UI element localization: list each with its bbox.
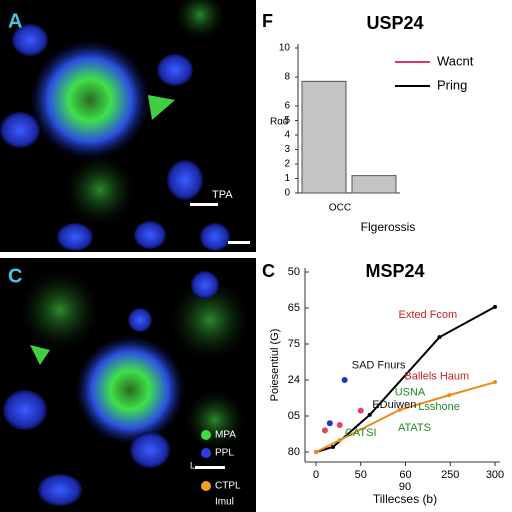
annotation: SAD Fnurs: [352, 360, 406, 372]
annotation: USNA: [395, 387, 426, 399]
x-tick-label: OCC: [329, 203, 351, 214]
legend-label: PPL: [215, 448, 234, 459]
x-extra-label: 90: [399, 481, 411, 493]
vertex: [337, 438, 342, 443]
y-tick-label: 80: [288, 446, 300, 458]
panel-label: F: [262, 11, 273, 31]
bar: [301, 80, 347, 194]
y-tick-label: 75: [288, 338, 300, 350]
chart-title: MSP24: [365, 261, 424, 281]
y-tick-label: 3: [284, 144, 290, 155]
annotation: EDuiwen: [372, 399, 416, 411]
vertex: [493, 380, 497, 385]
point: [326, 420, 333, 427]
annotation: Ballels Haum: [404, 370, 469, 382]
x-tick-label: 60: [399, 469, 411, 481]
vertex: [437, 335, 442, 340]
x-axis-label: Flgerossis: [361, 220, 416, 234]
x-tick-label: 0: [313, 469, 319, 481]
y-tick-label: 2: [284, 159, 290, 170]
vertex: [367, 412, 372, 417]
legend-dot: [201, 481, 211, 491]
scale-text: L: [190, 460, 195, 470]
legend-label: MPA: [215, 430, 236, 441]
y-tick-label: 24: [288, 374, 300, 386]
y-axis-label: Rɑd: [270, 117, 288, 128]
y-tick-label: 50: [288, 266, 300, 278]
vertex: [331, 444, 336, 449]
y-tick-label: 5: [284, 115, 290, 126]
vertex: [447, 393, 452, 398]
annotation: CATSI: [345, 427, 377, 439]
panel-label: C: [8, 265, 22, 287]
units: Imul: [215, 497, 234, 508]
point: [336, 422, 343, 428]
legend-label: Wacnt: [437, 53, 474, 68]
point: [357, 407, 364, 414]
annotation: ATATS: [398, 422, 431, 434]
point: [341, 377, 348, 383]
bar: [351, 175, 397, 194]
legend-label: Pring: [437, 77, 467, 92]
scale-text: TPA: [212, 189, 233, 201]
vertex: [314, 450, 318, 454]
panel-label: C: [262, 261, 275, 281]
vertex: [397, 407, 402, 412]
x-tick-label: 300: [486, 469, 504, 481]
x-axis-label: Tillecses (b): [373, 492, 437, 506]
chart-title: USP24: [366, 13, 423, 33]
charts: F USP24 Rɑd 0 1 2 3 4 5 6 8 10 OCC Flgerossis Wacnt Pri…: [262, 11, 504, 506]
x-tick-label: 50: [355, 469, 367, 481]
y-axis-label: Poiesentiul (G): [269, 329, 281, 402]
legend-dot: [201, 448, 211, 458]
y-tick-label: 1: [284, 173, 290, 184]
micrograph-a: A TPA: [0, 0, 256, 252]
y-tick-label: 65: [288, 302, 300, 314]
annotation: Lsshone: [418, 401, 460, 413]
y-tick-label: 0: [284, 188, 290, 199]
y-tick-label: 10: [279, 43, 291, 54]
x-tick-label: 250: [441, 469, 459, 481]
point: [321, 427, 328, 434]
legend-label: CTPL: [215, 481, 241, 492]
y-tick-label: 05: [288, 410, 300, 422]
y-tick-label: 4: [284, 130, 290, 141]
micrograph-c: C MPA PPL L CTPL Imul: [0, 258, 256, 512]
vertex: [493, 304, 497, 309]
y-tick-label: 8: [284, 72, 290, 83]
annotation: Exted Fcom: [399, 309, 458, 321]
panel-label: A: [8, 10, 22, 32]
y-tick-label: 6: [284, 101, 290, 112]
legend-dot: [201, 430, 211, 440]
